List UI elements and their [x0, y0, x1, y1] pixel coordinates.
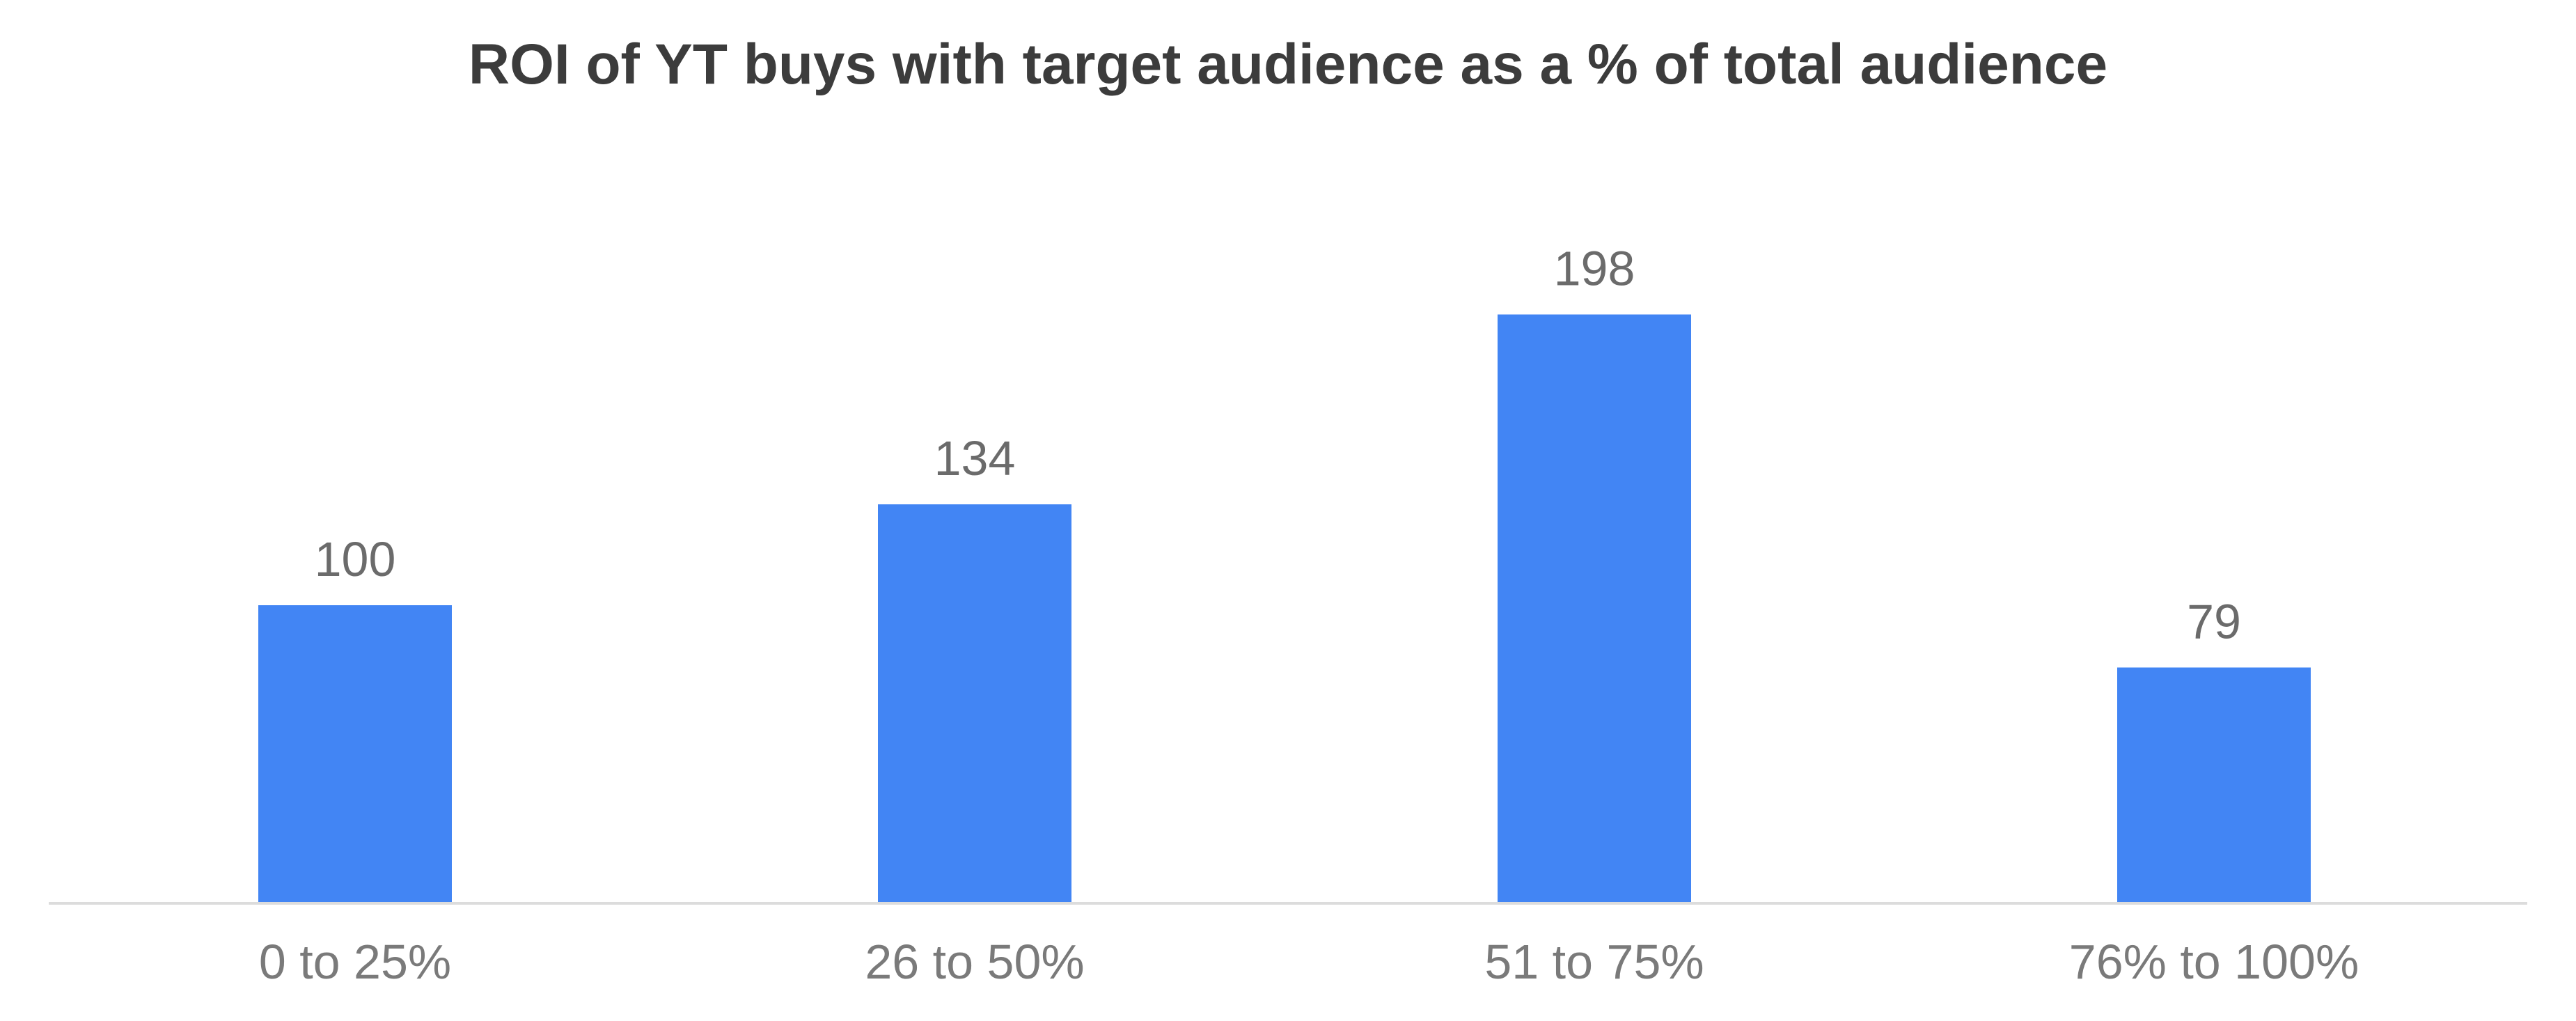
- bars-group: [258, 314, 2311, 902]
- data-labels-group: 100 134 198 79: [315, 242, 2241, 649]
- data-label-2: 134: [934, 431, 1016, 485]
- x-tick-label-3: 51 to 75%: [1484, 935, 1704, 989]
- x-tick-labels-group: 0 to 25% 26 to 50% 51 to 75% 76% to 100%: [259, 935, 2359, 989]
- x-tick-label-4: 76% to 100%: [2069, 935, 2359, 989]
- bar-2: [878, 504, 1071, 902]
- x-tick-label-2: 26 to 50%: [865, 935, 1084, 989]
- x-tick-label-1: 0 to 25%: [259, 935, 451, 989]
- bar-4: [2117, 667, 2311, 902]
- bar-3: [1498, 314, 1691, 902]
- bar-1: [258, 605, 452, 902]
- data-label-1: 100: [315, 532, 396, 586]
- chart-title: ROI of YT buys with target audience as a…: [468, 33, 2108, 96]
- data-label-3: 198: [1554, 242, 1635, 296]
- data-label-4: 79: [2187, 594, 2241, 648]
